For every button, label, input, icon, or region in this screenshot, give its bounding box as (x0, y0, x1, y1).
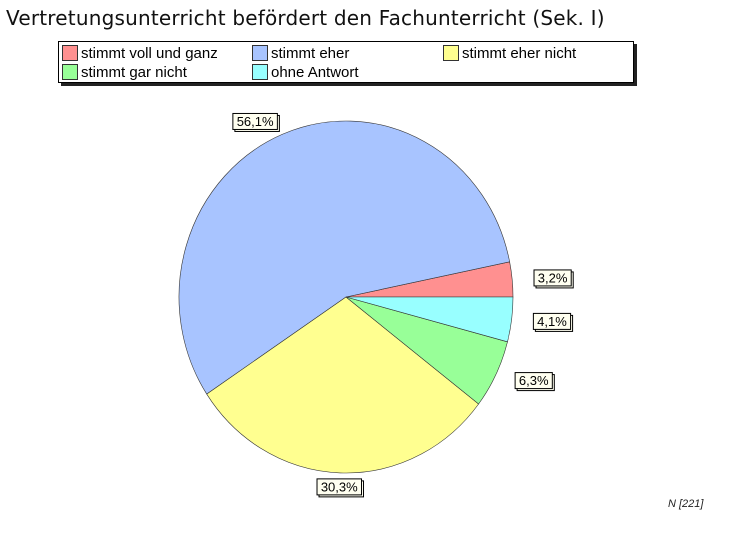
data-label-box (532, 312, 572, 330)
legend-item-stimmt-gar-nicht: stimmt gar nicht (62, 63, 187, 81)
data-label-box (533, 269, 572, 287)
data-label-text: 56,1% (237, 114, 274, 129)
chart-title: Vertretungsunterricht befördert den Fach… (6, 6, 605, 30)
legend-swatch (252, 64, 268, 80)
pie-slice-stimmt-eher (178, 120, 510, 395)
data-label-text: 4,1% (537, 314, 567, 329)
legend-item-stimmt-eher-nicht: stimmt eher nicht (443, 44, 576, 62)
data-label-text: 30,3% (321, 479, 358, 494)
legend-item-stimmt-voll-und-ganz: stimmt voll und ganz (62, 44, 218, 62)
data-label-box (232, 112, 278, 130)
pie-slice-stimmt-eher-nicht (206, 296, 480, 474)
data-label: 30,3% (316, 478, 365, 498)
legend-swatch (252, 45, 268, 61)
legend-swatch (62, 64, 78, 80)
data-label: 4,1% (532, 312, 574, 332)
legend-label: stimmt voll und ganz (81, 44, 218, 62)
data-label-box (514, 372, 553, 390)
data-label: 3,2% (533, 269, 574, 289)
data-label: 56,1% (232, 112, 280, 132)
sample-size-note: N [221] (668, 498, 704, 510)
legend: stimmt voll und ganz stimmt eher stimmt … (58, 41, 634, 83)
data-label-text: 6,3% (519, 373, 549, 388)
data-label: 6,3% (514, 372, 555, 392)
legend-item-stimmt-eher: stimmt eher (252, 44, 349, 62)
data-label-text: 3,2% (538, 270, 568, 285)
legend-swatch (443, 45, 459, 61)
data-label-box (316, 478, 363, 496)
legend-label: ohne Antwort (271, 63, 359, 81)
legend-item-ohne-antwort: ohne Antwort (252, 63, 359, 81)
pie-slice-ohne-antwort (345, 296, 514, 343)
legend-swatch (62, 45, 78, 61)
legend-label: stimmt eher nicht (462, 44, 577, 62)
legend-label: stimmt eher (271, 44, 350, 62)
legend-label: stimmt gar nicht (81, 63, 187, 81)
